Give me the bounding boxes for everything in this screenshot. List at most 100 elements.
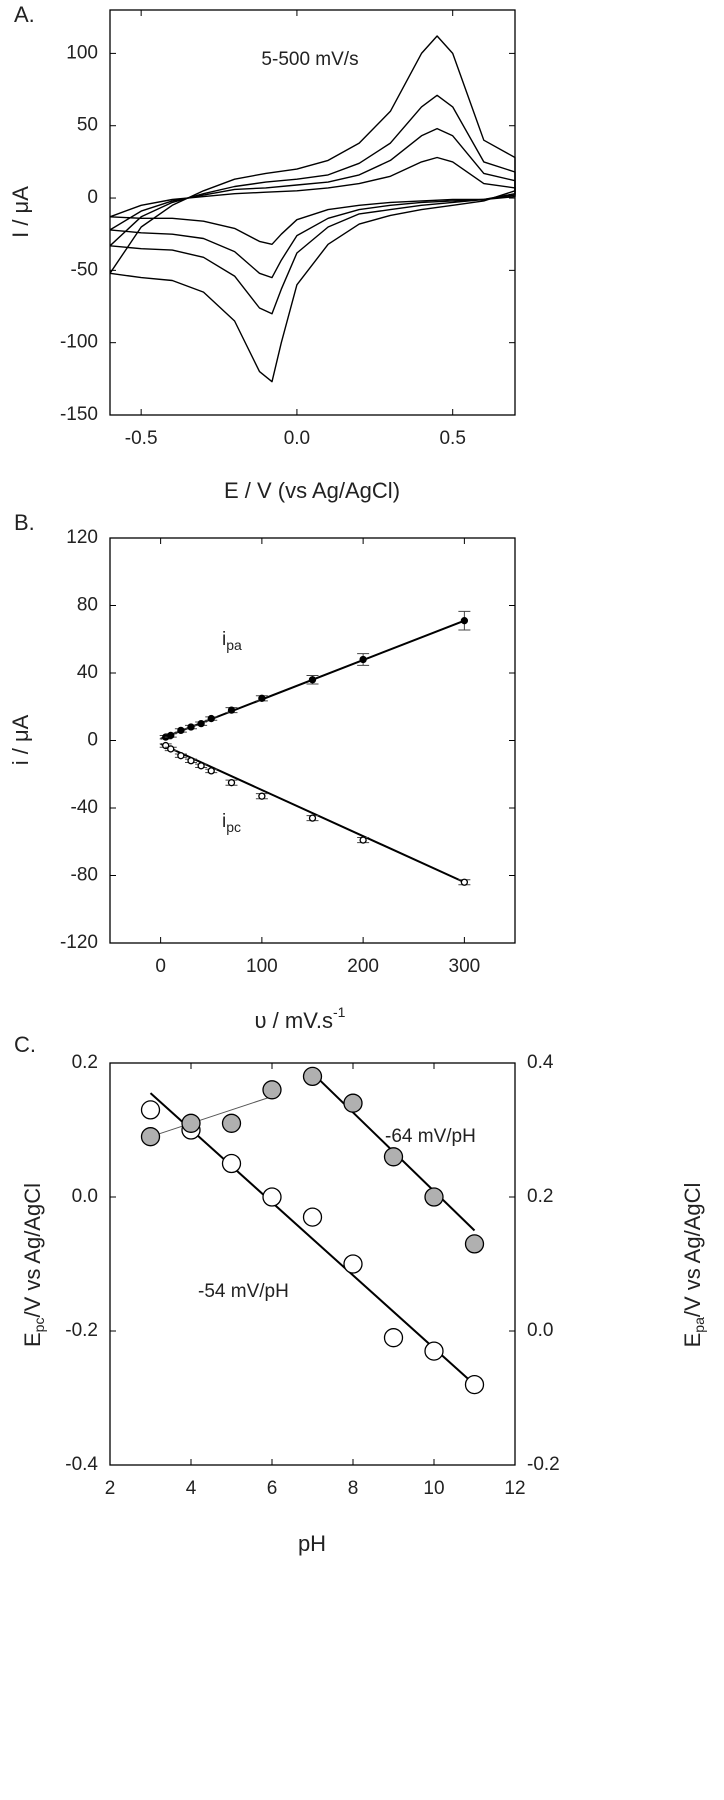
- data-point: [181, 1113, 201, 1133]
- y-tick-label: -80: [71, 865, 98, 886]
- fit-line: [149, 1092, 476, 1386]
- x-tick-label: 10: [423, 1478, 444, 1499]
- panel-label: C.: [14, 1032, 36, 1057]
- x-tick-label: 100: [246, 956, 278, 977]
- cv-curve: [109, 156, 516, 245]
- data-point: [308, 814, 317, 822]
- y2-tick-label: 0.0: [527, 1320, 553, 1341]
- data-point: [464, 1374, 485, 1395]
- data-point: [424, 1341, 444, 1361]
- x-axis-label: pH: [298, 1531, 326, 1556]
- x-tick-label: 300: [449, 956, 481, 977]
- panel-label: A.: [14, 2, 35, 27]
- data-point: [343, 1093, 363, 1113]
- y-label-sub: pc: [31, 1318, 47, 1333]
- fit-line: [150, 1096, 273, 1138]
- y-tick-label: 80: [77, 595, 98, 616]
- x-tick-label: 0: [155, 956, 166, 977]
- y-tick-label: -50: [71, 259, 98, 280]
- y-axis-label: I / μA: [8, 186, 33, 238]
- plot-frame: [109, 1062, 516, 1466]
- y-tick-label: 40: [77, 662, 98, 683]
- x-tick-label: 12: [504, 1478, 525, 1499]
- fit-line: [160, 742, 465, 884]
- y-tick-label: -0.2: [65, 1320, 98, 1341]
- y2-tick-label: -0.2: [527, 1454, 560, 1475]
- data-point: [424, 1187, 444, 1207]
- y-tick-label: 0: [87, 187, 98, 208]
- data-point: [308, 676, 317, 684]
- data-point: [262, 1187, 282, 1207]
- data-point: [227, 706, 236, 714]
- data-point: [177, 726, 185, 735]
- series-label-base: i: [222, 629, 226, 650]
- y-tick-label: -100: [60, 332, 98, 353]
- data-point: [302, 1207, 323, 1227]
- annotation: -64 mV/pH: [385, 1126, 476, 1147]
- y-tick-label: 120: [66, 527, 98, 548]
- y-tick-label: 0.2: [72, 1052, 98, 1073]
- series-label-base: i: [222, 811, 226, 832]
- data-point: [187, 757, 195, 765]
- data-point: [258, 694, 266, 702]
- series-label-sub: pa: [226, 637, 242, 653]
- y2-label-sub: pa: [691, 1317, 707, 1333]
- x-tick-label: -0.5: [125, 428, 158, 449]
- data-point: [302, 1066, 323, 1087]
- data-point: [207, 767, 215, 775]
- x-axis-label: E / V (vs Ag/AgCl): [224, 478, 400, 503]
- x-tick-label: 8: [348, 1478, 359, 1499]
- y2-axis-label: Epa/V vs Ag/AgCl: [680, 1183, 707, 1348]
- y-tick-label: 100: [66, 42, 98, 63]
- x-tick-label: 2: [105, 1478, 116, 1499]
- data-point: [197, 762, 205, 770]
- x-tick-label: 200: [347, 956, 379, 977]
- annotation: -54 mV/pH: [198, 1281, 289, 1302]
- data-point: [359, 836, 367, 844]
- data-point: [258, 792, 266, 800]
- x-tick-label: 4: [186, 1478, 197, 1499]
- data-point: [460, 878, 469, 886]
- data-point: [167, 731, 175, 740]
- data-point: [343, 1254, 363, 1274]
- data-point: [167, 745, 175, 753]
- y-label-part: /V vs Ag/AgCl: [20, 1183, 45, 1318]
- data-point: [187, 723, 195, 731]
- x-axis-label: υ / mV.s-1: [255, 1004, 346, 1033]
- y-tick-label: -120: [60, 932, 98, 953]
- data-point: [383, 1147, 404, 1167]
- data-point: [221, 1113, 242, 1133]
- y-tick-label: 50: [77, 115, 98, 136]
- plot-frame: [109, 9, 516, 416]
- series-label-sub: pc: [226, 819, 241, 835]
- data-point: [460, 617, 469, 625]
- cv-curve: [109, 35, 516, 383]
- y2-label-part: E: [680, 1333, 705, 1348]
- data-point: [227, 779, 236, 787]
- annotation: 5-500 mV/s: [261, 49, 358, 70]
- y-axis-label: i / μA: [8, 714, 33, 765]
- data-point: [359, 655, 367, 664]
- series-label: ipa: [222, 629, 242, 653]
- data-point: [221, 1153, 242, 1174]
- y-label-part: E: [20, 1332, 45, 1347]
- y2-label-part: /V vs Ag/AgCl: [680, 1183, 705, 1318]
- data-point: [197, 719, 205, 728]
- x-tick-label: 6: [267, 1478, 278, 1499]
- x-axis-label-sup: -1: [333, 1004, 346, 1020]
- y-tick-label: 0.0: [72, 1186, 98, 1207]
- data-point: [177, 752, 185, 760]
- data-point: [140, 1127, 161, 1147]
- x-tick-label: 0.5: [439, 428, 465, 449]
- plot-frame: [109, 537, 516, 944]
- y2-tick-label: 0.4: [527, 1052, 554, 1073]
- panel-label: B.: [14, 510, 35, 535]
- data-point: [140, 1100, 161, 1120]
- x-axis-label-text: υ / mV.s: [255, 1008, 333, 1033]
- y2-tick-label: 0.2: [527, 1186, 553, 1207]
- y-axis-label: Epc/V vs Ag/AgCl: [20, 1183, 47, 1347]
- y-tick-label: -0.4: [65, 1454, 98, 1475]
- data-point: [464, 1234, 485, 1254]
